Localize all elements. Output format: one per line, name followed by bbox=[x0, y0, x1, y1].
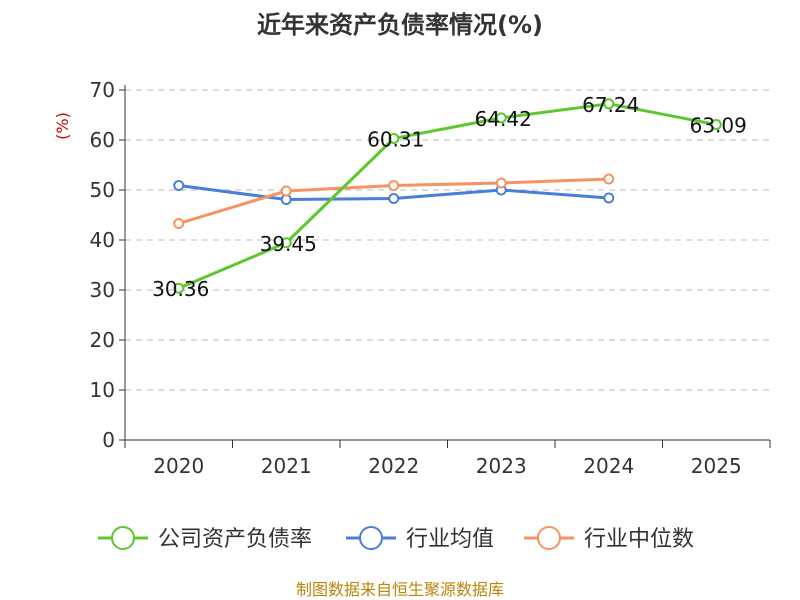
grid bbox=[125, 89, 770, 391]
y-tick-label: 40 bbox=[90, 228, 115, 252]
data-point bbox=[388, 132, 400, 144]
x-tick-label: 2024 bbox=[583, 454, 634, 478]
data-point bbox=[603, 192, 615, 204]
y-tick-label: 20 bbox=[90, 328, 115, 352]
data-point bbox=[173, 282, 185, 294]
y-tick-label: 70 bbox=[90, 78, 115, 102]
data-label: 60.31 bbox=[367, 127, 424, 151]
y-tick-label: 30 bbox=[90, 278, 115, 302]
data-point bbox=[603, 98, 615, 110]
legend-item-0[interactable]: 公司资产负债率 bbox=[98, 526, 312, 552]
y-tick-label: 0 bbox=[102, 428, 115, 452]
x-tick-label: 2021 bbox=[261, 454, 312, 478]
legend-label: 公司资产负债率 bbox=[158, 527, 312, 552]
data-source-note: 制图数据来自恒生聚源数据库 bbox=[296, 580, 504, 599]
y-tick-label: 60 bbox=[90, 128, 115, 152]
data-point bbox=[173, 180, 185, 191]
x-tick-label: 2022 bbox=[368, 454, 419, 478]
x-tick-label: 2025 bbox=[691, 454, 742, 478]
legend[interactable]: 公司资产负债率 行业均值 行业中位数 bbox=[98, 526, 694, 552]
data-label: 63.09 bbox=[690, 114, 747, 138]
data-label: 64.42 bbox=[475, 107, 532, 131]
data-point bbox=[603, 173, 615, 185]
data-point bbox=[280, 237, 292, 249]
legend-item-2[interactable]: 行业中位数 bbox=[524, 526, 694, 552]
data-point bbox=[495, 112, 507, 124]
y-tick-label: 10 bbox=[90, 378, 115, 402]
data-label: 30.36 bbox=[152, 277, 209, 301]
series-line-0 bbox=[178, 102, 717, 290]
data-label: 67.24 bbox=[582, 93, 639, 117]
data-point bbox=[280, 185, 292, 197]
axes: 0 10 20 30 40 50 60 70 2020 2021 2022 2023 2024 2025 bbox=[90, 78, 771, 478]
legend-swatch-marker bbox=[111, 526, 135, 550]
y-tick-label: 50 bbox=[90, 178, 115, 202]
chart-title: 近年来资产负债率情况(%) bbox=[257, 11, 543, 39]
data-point bbox=[388, 180, 400, 191]
legend-label: 行业中位数 bbox=[584, 527, 694, 552]
data-labels: 30.36 39.45 60.31 64.42 67.24 63.09 bbox=[152, 93, 747, 301]
legend-swatch-marker bbox=[537, 526, 561, 550]
data-point bbox=[173, 218, 185, 229]
series-layer bbox=[173, 98, 722, 294]
data-point bbox=[495, 177, 507, 189]
y-axis-label: (%) bbox=[53, 112, 72, 140]
data-point bbox=[710, 119, 722, 131]
legend-label: 行业均值 bbox=[406, 527, 494, 552]
legend-swatch-marker bbox=[359, 526, 383, 550]
legend-item-1[interactable]: 行业均值 bbox=[346, 526, 494, 552]
x-tick-label: 2023 bbox=[476, 454, 527, 478]
data-point bbox=[388, 193, 400, 204]
x-tick-label: 2020 bbox=[153, 454, 204, 478]
data-label: 39.45 bbox=[260, 232, 317, 256]
